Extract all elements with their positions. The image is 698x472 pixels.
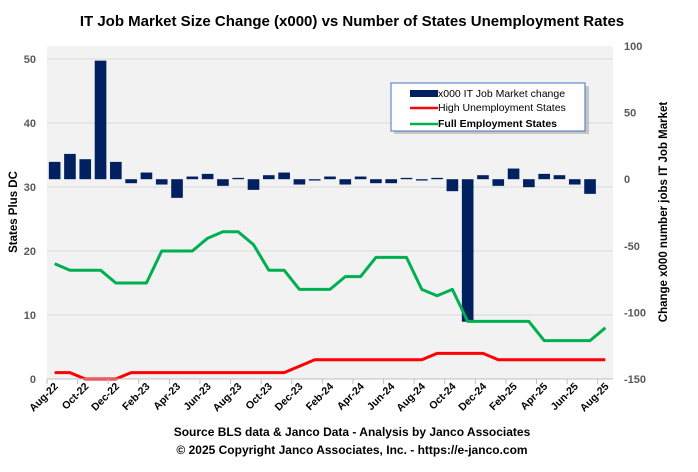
x-tick-label: Oct-24 xyxy=(427,381,459,413)
chart-title: IT Job Market Size Change (x000) vs Numb… xyxy=(80,13,624,30)
bar xyxy=(247,179,260,190)
bar xyxy=(354,176,367,180)
bar xyxy=(155,179,168,185)
legend-label: Full Employment States xyxy=(438,118,557,130)
bar xyxy=(385,179,398,184)
bar xyxy=(278,172,290,180)
legend-swatch-bar xyxy=(410,90,438,97)
x-tick-label: Aug-23 xyxy=(211,381,245,415)
left-tick-label: 20 xyxy=(24,246,36,258)
bar xyxy=(553,175,566,180)
bar xyxy=(507,168,520,180)
x-tick-label: Apr-25 xyxy=(518,381,550,413)
legend-label: High Unemployment States xyxy=(438,102,566,114)
bar xyxy=(125,179,137,184)
bar xyxy=(293,179,306,185)
x-tick-label: Jun-23 xyxy=(181,381,214,414)
bar xyxy=(431,177,443,180)
right-tick-label: -100 xyxy=(624,307,646,319)
x-tick-label: Aug-25 xyxy=(578,381,612,415)
bar xyxy=(415,179,428,181)
right-axis-title: Change x000 number jobs IT Job Market xyxy=(658,102,670,323)
right-tick-label: -150 xyxy=(624,374,646,386)
bar xyxy=(477,175,489,180)
bar xyxy=(492,179,505,186)
bar xyxy=(339,179,352,185)
bar xyxy=(538,173,550,180)
x-tick-label: Feb-24 xyxy=(304,381,337,414)
x-tick-label: Oct-22 xyxy=(60,381,92,413)
source-note: Source BLS data & Janco Data - Analysis … xyxy=(174,425,531,439)
copyright-note: © 2025 Copyright Janco Associates, Inc. … xyxy=(176,443,527,457)
x-tick-label: Oct-23 xyxy=(243,381,275,413)
bar xyxy=(48,161,61,180)
bar xyxy=(201,173,214,180)
bar xyxy=(64,153,76,180)
x-tick-label: Dec-23 xyxy=(273,381,306,414)
x-tick-label: Feb-23 xyxy=(120,381,153,414)
bar xyxy=(79,159,92,180)
bar xyxy=(186,176,199,180)
legend: x000 IT Job Market change High Unemploym… xyxy=(390,82,589,134)
bar xyxy=(140,172,153,180)
right-tick-label: 100 xyxy=(624,41,642,53)
bar xyxy=(171,179,183,198)
x-tick-label: Jun-24 xyxy=(365,381,398,414)
x-tick-label: Dec-24 xyxy=(456,381,489,414)
full-employment-line xyxy=(54,230,607,343)
bar xyxy=(94,60,107,180)
bar xyxy=(110,161,122,180)
x-tick-label: Feb-25 xyxy=(487,381,520,414)
bar xyxy=(324,176,336,180)
left-tick-label: 10 xyxy=(24,310,36,322)
bar xyxy=(523,179,535,188)
left-tick-label: 30 xyxy=(24,182,36,194)
right-tick-label: 50 xyxy=(624,108,636,120)
x-tick-label: Jun-25 xyxy=(548,381,581,414)
left-tick-label: 0 xyxy=(30,374,36,386)
bar xyxy=(232,177,245,180)
bar xyxy=(370,179,382,184)
x-tick-label: Dec-22 xyxy=(89,381,122,414)
bar xyxy=(262,175,275,180)
x-tick-label: Apr-24 xyxy=(335,381,367,413)
left-tick-label: 50 xyxy=(24,54,36,66)
left-axis-title: States Plus DC xyxy=(8,171,20,253)
x-tick-label: Aug-24 xyxy=(394,381,428,415)
bar xyxy=(461,179,474,322)
bar xyxy=(400,177,413,180)
left-tick-label: 40 xyxy=(24,118,36,130)
right-tick-label: 0 xyxy=(624,174,630,186)
high-unemployment-line xyxy=(54,351,606,381)
bar xyxy=(568,179,581,185)
legend-label: x000 IT Job Market change xyxy=(438,88,565,100)
x-tick-label: Apr-23 xyxy=(151,381,183,413)
right-tick-label: -50 xyxy=(624,241,640,253)
bar xyxy=(308,179,321,181)
bar xyxy=(446,179,459,192)
bar xyxy=(584,179,596,194)
bar xyxy=(217,179,229,186)
